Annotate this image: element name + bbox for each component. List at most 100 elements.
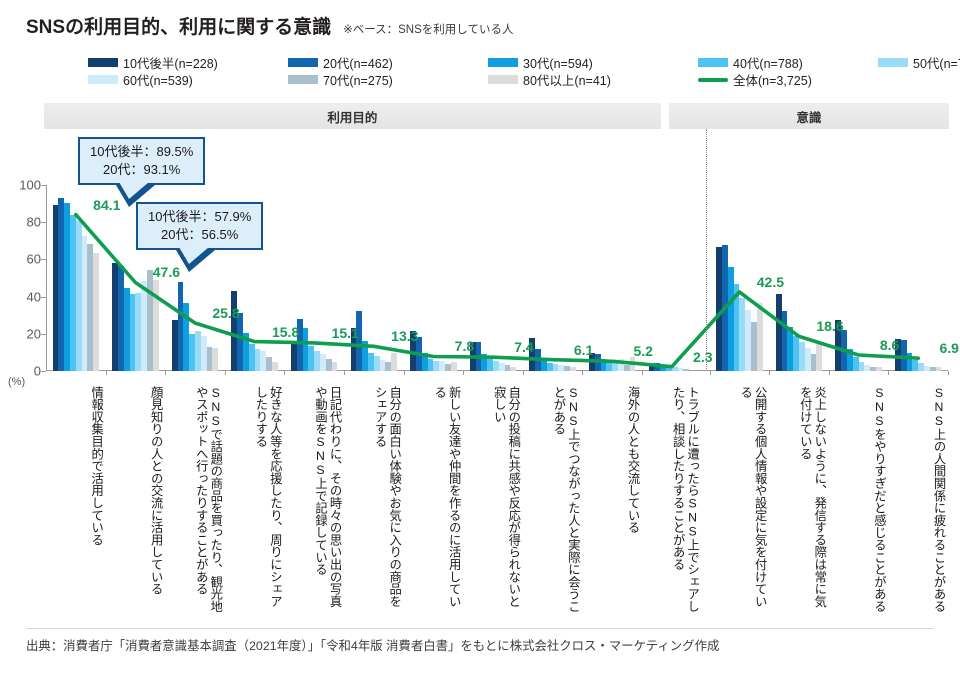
bar[interactable] [64, 203, 70, 371]
bar[interactable] [189, 333, 195, 371]
bar[interactable] [546, 363, 553, 371]
bar[interactable] [756, 302, 763, 371]
bar[interactable] [58, 197, 65, 371]
bar[interactable] [421, 352, 428, 371]
bar[interactable] [751, 321, 757, 371]
bar[interactable] [504, 364, 511, 371]
bar[interactable] [912, 359, 919, 371]
bar[interactable] [929, 366, 936, 371]
bar[interactable] [296, 319, 303, 371]
bar-group[interactable] [290, 185, 338, 371]
bar[interactable] [290, 343, 297, 371]
bar[interactable] [439, 361, 446, 371]
bar[interactable] [260, 351, 267, 371]
bar[interactable] [540, 358, 547, 371]
bar[interactable] [618, 358, 624, 371]
bar[interactable] [787, 327, 794, 371]
bar[interactable] [231, 291, 238, 371]
bar[interactable] [781, 311, 788, 371]
bar[interactable] [804, 348, 811, 371]
legend-item[interactable]: 70代(n=275) [288, 70, 393, 89]
bar[interactable] [935, 366, 942, 371]
bar[interactable] [864, 364, 871, 371]
bar-group[interactable] [171, 185, 219, 371]
bar[interactable] [906, 353, 913, 371]
bar[interactable] [242, 333, 249, 371]
bar[interactable] [775, 294, 782, 371]
bar[interactable] [171, 320, 178, 371]
bar[interactable] [385, 362, 392, 371]
bar[interactable] [564, 366, 571, 371]
bar[interactable] [677, 368, 684, 371]
bar[interactable] [846, 348, 853, 371]
bar[interactable] [314, 351, 321, 371]
bar[interactable] [835, 319, 842, 371]
bar[interactable] [248, 343, 255, 371]
bar[interactable] [93, 253, 100, 371]
legend-item[interactable]: 20代(n=462) [288, 53, 393, 72]
bar[interactable] [177, 281, 184, 371]
bar[interactable] [810, 354, 817, 371]
bar[interactable] [266, 356, 273, 371]
bar[interactable] [206, 346, 213, 371]
bar[interactable] [793, 335, 799, 371]
bar[interactable] [302, 327, 309, 371]
bar[interactable] [924, 365, 930, 371]
bar[interactable] [391, 352, 398, 371]
bar[interactable] [379, 359, 386, 371]
bar[interactable] [665, 366, 672, 371]
bar[interactable] [745, 310, 752, 371]
bar[interactable] [52, 204, 59, 371]
bar[interactable] [481, 353, 488, 371]
bar[interactable] [612, 363, 619, 371]
bar[interactable] [487, 358, 493, 371]
bar[interactable] [918, 363, 925, 371]
bar[interactable] [129, 294, 136, 371]
bar[interactable] [671, 367, 678, 371]
bar[interactable] [373, 356, 380, 371]
bar[interactable] [410, 331, 416, 371]
bar[interactable] [733, 284, 740, 371]
legend-item[interactable]: 10代後半(n=228) [88, 53, 218, 72]
bar[interactable] [362, 340, 368, 371]
bar[interactable] [739, 297, 746, 371]
bar[interactable] [870, 366, 877, 371]
bar[interactable] [493, 360, 499, 371]
bar[interactable] [147, 269, 153, 371]
bar[interactable] [356, 311, 363, 371]
bar[interactable] [852, 357, 859, 371]
bar[interactable] [606, 362, 613, 371]
bar[interactable] [433, 360, 440, 371]
bar[interactable] [683, 368, 690, 371]
bar[interactable] [799, 342, 805, 371]
legend-item[interactable]: 全体(n=3,725) [698, 70, 812, 89]
bar[interactable] [112, 263, 118, 371]
bar[interactable] [600, 359, 607, 371]
bar[interactable] [331, 361, 338, 371]
legend-item[interactable]: 80代以上(n=41) [488, 70, 611, 89]
bar[interactable] [716, 246, 722, 371]
bar[interactable] [623, 364, 630, 371]
bar-group[interactable] [231, 185, 278, 371]
bar[interactable] [320, 353, 326, 371]
bar[interactable] [325, 358, 332, 371]
legend-item[interactable]: 40代(n=788) [698, 53, 803, 72]
bar[interactable] [141, 280, 148, 371]
bar[interactable] [570, 366, 576, 371]
bar[interactable] [117, 265, 124, 371]
bar[interactable] [450, 361, 457, 371]
bar[interactable] [272, 361, 278, 371]
bar[interactable] [212, 348, 219, 371]
legend-item[interactable]: 50代(n=798) [878, 53, 960, 72]
bar[interactable] [498, 363, 505, 371]
bar[interactable] [558, 365, 565, 371]
bar[interactable] [445, 364, 451, 371]
bar[interactable] [183, 302, 190, 371]
bar[interactable] [648, 365, 655, 371]
bar[interactable] [552, 364, 559, 371]
bar[interactable] [81, 236, 88, 371]
bar[interactable] [894, 339, 901, 371]
bar[interactable] [237, 312, 243, 371]
bar[interactable] [195, 331, 201, 371]
bar[interactable] [254, 348, 261, 371]
